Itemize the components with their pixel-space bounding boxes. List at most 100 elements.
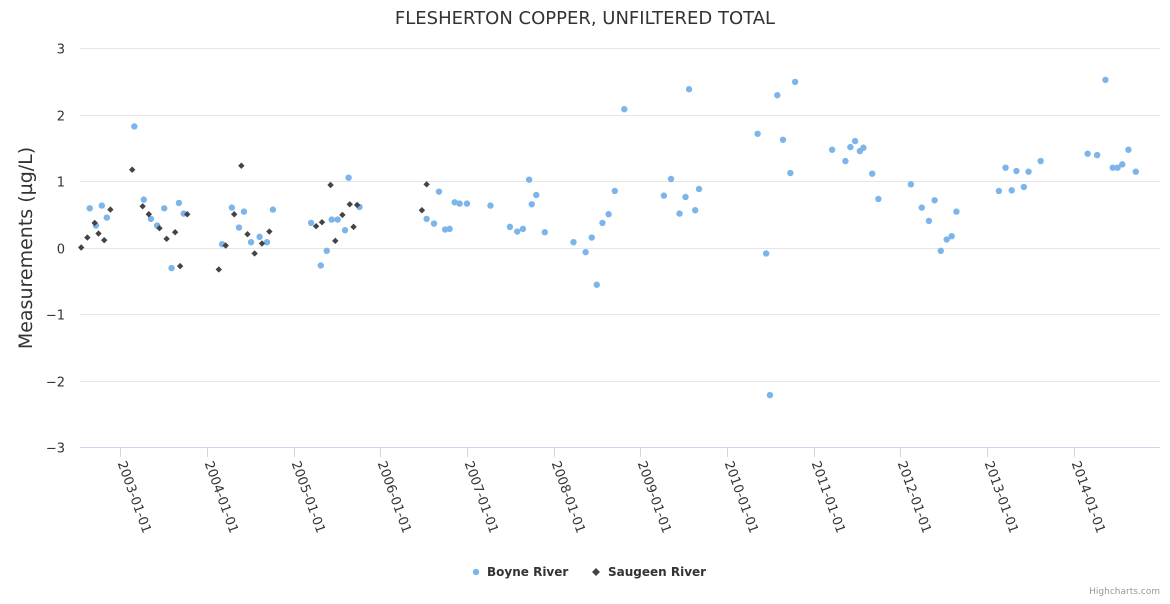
data-point-boyne-river[interactable]	[779, 136, 787, 143]
data-point-boyne-river[interactable]	[240, 208, 248, 215]
data-point-boyne-river[interactable]	[692, 207, 699, 214]
data-point-boyne-river[interactable]	[851, 137, 859, 145]
data-point-boyne-river[interactable]	[682, 193, 689, 201]
data-point-saugeen-river[interactable]	[84, 234, 91, 241]
data-point-boyne-river[interactable]	[98, 202, 106, 209]
data-point-saugeen-river[interactable]	[318, 219, 326, 226]
data-point-boyne-river[interactable]	[528, 201, 535, 208]
data-point-boyne-river[interactable]	[175, 199, 183, 207]
data-point-boyne-river[interactable]	[611, 187, 618, 195]
data-point-boyne-river[interactable]	[451, 199, 458, 206]
data-point-boyne-river[interactable]	[1025, 168, 1032, 175]
data-point-boyne-river[interactable]	[605, 211, 612, 218]
data-point-boyne-river[interactable]	[435, 188, 443, 195]
data-point-boyne-river[interactable]	[317, 262, 325, 269]
data-point-boyne-river[interactable]	[140, 196, 148, 203]
data-point-boyne-river[interactable]	[256, 233, 263, 241]
data-point-boyne-river[interactable]	[103, 214, 111, 221]
data-point-boyne-river[interactable]	[446, 225, 453, 233]
data-point-boyne-river[interactable]	[341, 227, 349, 234]
data-point-boyne-river[interactable]	[925, 217, 933, 225]
data-point-boyne-river[interactable]	[1093, 151, 1101, 159]
legend-item-saugeen-river[interactable]: Saugeen River	[592, 565, 706, 579]
data-point-saugeen-river[interactable]	[327, 181, 334, 189]
data-point-saugeen-river[interactable]	[312, 223, 320, 230]
data-point-saugeen-river[interactable]	[101, 236, 108, 244]
data-point-boyne-river[interactable]	[456, 200, 463, 207]
data-point-boyne-river[interactable]	[334, 216, 341, 223]
data-point-boyne-river[interactable]	[570, 238, 577, 246]
data-point-boyne-river[interactable]	[660, 192, 668, 199]
data-point-boyne-river[interactable]	[599, 219, 606, 227]
data-point-boyne-river[interactable]	[235, 224, 243, 231]
data-point-boyne-river[interactable]	[269, 206, 277, 213]
data-point-boyne-river[interactable]	[943, 236, 950, 243]
data-point-saugeen-river[interactable]	[258, 240, 266, 247]
data-point-boyne-river[interactable]	[1002, 164, 1009, 171]
data-point-boyne-river[interactable]	[1125, 146, 1132, 153]
data-point-boyne-river[interactable]	[533, 191, 540, 199]
legend-item-boyne-river[interactable]: Boyne River	[472, 565, 569, 579]
data-point-boyne-river[interactable]	[931, 197, 938, 204]
data-point-boyne-river[interactable]	[1109, 164, 1116, 171]
data-point-boyne-river[interactable]	[307, 219, 315, 227]
data-point-saugeen-river[interactable]	[346, 201, 353, 208]
data-point-saugeen-river[interactable]	[418, 207, 426, 214]
data-point-boyne-river[interactable]	[423, 215, 430, 223]
data-point-boyne-river[interactable]	[582, 248, 589, 256]
data-point-saugeen-river[interactable]	[77, 244, 85, 251]
chart-credits[interactable]: Highcharts.com	[1089, 587, 1160, 597]
data-point-boyne-river[interactable]	[487, 202, 494, 209]
data-point-saugeen-river[interactable]	[244, 231, 251, 238]
data-point-saugeen-river[interactable]	[339, 211, 346, 219]
data-point-boyne-river[interactable]	[1132, 168, 1139, 175]
data-point-boyne-river[interactable]	[168, 264, 175, 272]
data-point-boyne-river[interactable]	[685, 86, 693, 93]
data-point-saugeen-river[interactable]	[423, 181, 430, 188]
data-point-saugeen-river[interactable]	[238, 162, 245, 169]
data-point-boyne-river[interactable]	[828, 146, 836, 153]
data-point-boyne-river[interactable]	[1102, 76, 1109, 84]
data-point-boyne-river[interactable]	[263, 238, 271, 246]
data-point-boyne-river[interactable]	[754, 130, 761, 137]
data-point-boyne-river[interactable]	[1114, 164, 1121, 171]
data-point-boyne-river[interactable]	[514, 228, 521, 235]
data-point-saugeen-river[interactable]	[176, 262, 184, 270]
data-point-saugeen-river[interactable]	[215, 266, 222, 273]
data-point-boyne-river[interactable]	[147, 215, 155, 223]
data-point-boyne-river[interactable]	[937, 247, 944, 255]
data-point-boyne-river[interactable]	[1020, 183, 1028, 191]
data-point-saugeen-river[interactable]	[145, 211, 153, 218]
data-point-boyne-river[interactable]	[918, 204, 925, 211]
data-point-boyne-river[interactable]	[228, 204, 236, 211]
data-point-boyne-river[interactable]	[323, 247, 330, 255]
data-point-boyne-river[interactable]	[676, 210, 683, 217]
data-point-saugeen-river[interactable]	[353, 201, 361, 209]
data-point-boyne-river[interactable]	[525, 176, 533, 183]
data-point-boyne-river[interactable]	[588, 234, 595, 241]
data-point-boyne-river[interactable]	[1037, 157, 1044, 165]
data-point-boyne-river[interactable]	[1119, 161, 1126, 168]
data-point-saugeen-river[interactable]	[156, 225, 163, 232]
data-point-saugeen-river[interactable]	[266, 228, 273, 235]
data-point-saugeen-river[interactable]	[231, 211, 238, 218]
data-point-boyne-river[interactable]	[791, 78, 799, 86]
data-point-boyne-river[interactable]	[328, 216, 335, 223]
data-point-saugeen-river[interactable]	[222, 242, 229, 249]
data-point-saugeen-river[interactable]	[332, 237, 339, 245]
data-point-boyne-river[interactable]	[131, 123, 138, 130]
data-point-boyne-river[interactable]	[506, 223, 514, 231]
data-point-boyne-river[interactable]	[86, 205, 93, 212]
data-point-boyne-river[interactable]	[695, 185, 703, 193]
data-point-boyne-river[interactable]	[875, 195, 882, 203]
data-point-saugeen-river[interactable]	[107, 206, 114, 213]
data-point-boyne-river[interactable]	[762, 250, 770, 257]
data-point-boyne-river[interactable]	[667, 175, 675, 183]
data-point-boyne-river[interactable]	[247, 238, 255, 246]
data-point-boyne-river[interactable]	[847, 143, 854, 151]
data-point-boyne-river[interactable]	[1013, 167, 1020, 175]
data-point-boyne-river[interactable]	[430, 220, 438, 227]
data-point-saugeen-river[interactable]	[350, 223, 357, 231]
data-point-saugeen-river[interactable]	[95, 230, 102, 237]
data-point-boyne-river[interactable]	[345, 174, 352, 181]
